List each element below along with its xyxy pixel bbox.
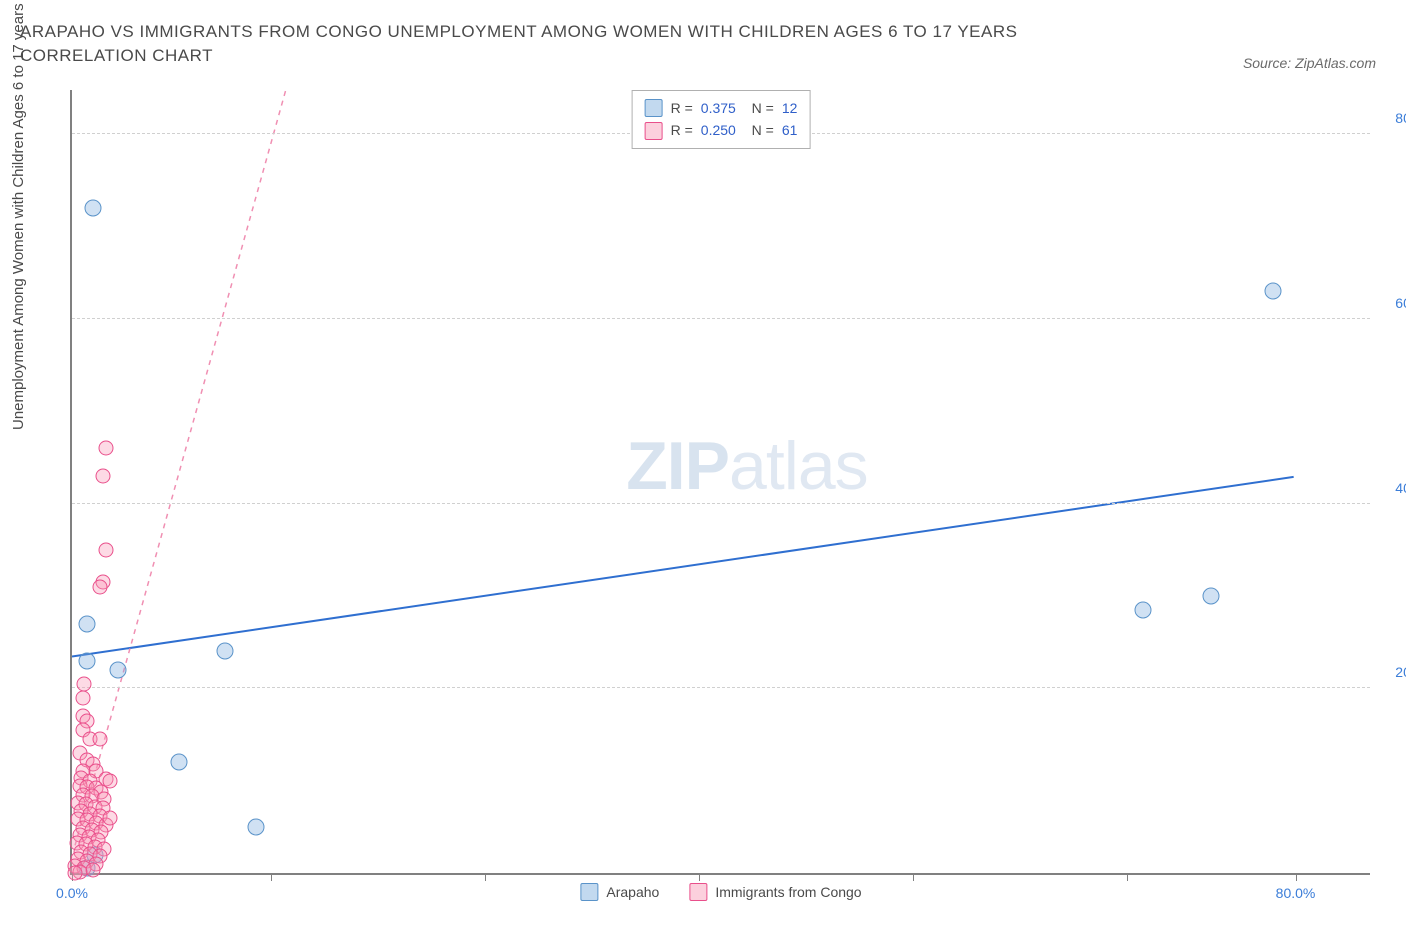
r-value-arapaho: 0.375	[701, 97, 736, 119]
swatch-pink	[689, 883, 707, 901]
trend-line	[75, 90, 286, 845]
legend-label-arapaho: Arapaho	[606, 884, 659, 900]
stat-label: R =	[671, 119, 693, 141]
scatter-point	[98, 542, 113, 557]
x-tick-label: 80.0%	[1276, 885, 1316, 901]
scatter-point	[1203, 587, 1220, 604]
legend-item: Immigrants from Congo	[689, 883, 861, 901]
scatter-point	[86, 863, 101, 878]
swatch-blue	[580, 883, 598, 901]
scatter-point	[95, 468, 110, 483]
scatter-point	[1264, 283, 1281, 300]
watermark-bold: ZIP	[626, 428, 729, 504]
legend-label-congo: Immigrants from Congo	[715, 884, 861, 900]
y-tick-label: 80.0%	[1375, 110, 1406, 126]
y-tick-label: 40.0%	[1375, 480, 1406, 496]
stat-label: N =	[744, 97, 774, 119]
scatter-point	[75, 690, 90, 705]
scatter-point	[109, 661, 126, 678]
legend-row: R = 0.375 N = 12	[645, 97, 798, 119]
legend-item: Arapaho	[580, 883, 659, 901]
gridline	[72, 503, 1370, 504]
scatter-point	[171, 754, 188, 771]
scatter-point	[247, 818, 264, 835]
scatter-point	[79, 615, 96, 632]
gridline	[72, 318, 1370, 319]
trend-line	[72, 477, 1294, 657]
scatter-point	[103, 810, 118, 825]
scatter-point	[77, 676, 92, 691]
swatch-pink	[645, 122, 663, 140]
r-value-congo: 0.250	[701, 119, 736, 141]
scatter-point	[216, 643, 233, 660]
gridline	[72, 687, 1370, 688]
scatter-point	[1134, 601, 1151, 618]
y-axis-label: Unemployment Among Women with Children A…	[10, 3, 27, 430]
x-tick-mark	[485, 873, 486, 881]
x-tick-mark	[271, 873, 272, 881]
scatter-point	[98, 441, 113, 456]
watermark: ZIPatlas	[626, 427, 867, 505]
x-tick-mark	[1296, 873, 1297, 881]
stat-label: R =	[671, 97, 693, 119]
scatter-plot-area: ZIPatlas R = 0.375 N = 12 R = 0.250 N = …	[70, 90, 1370, 875]
correlation-legend: R = 0.375 N = 12 R = 0.250 N = 61	[632, 90, 811, 149]
n-value-congo: 61	[782, 119, 798, 141]
x-tick-label: 0.0%	[56, 885, 88, 901]
series-legend: Arapaho Immigrants from Congo	[580, 883, 861, 901]
stat-label: N =	[744, 119, 774, 141]
legend-row: R = 0.250 N = 61	[645, 119, 798, 141]
scatter-point	[79, 652, 96, 669]
scatter-point	[92, 732, 107, 747]
n-value-arapaho: 12	[782, 97, 798, 119]
y-tick-label: 20.0%	[1375, 664, 1406, 680]
x-tick-mark	[913, 873, 914, 881]
y-tick-label: 60.0%	[1375, 295, 1406, 311]
watermark-light: atlas	[729, 428, 868, 504]
x-tick-mark	[1127, 873, 1128, 881]
scatter-point	[103, 773, 118, 788]
scatter-point	[85, 200, 102, 217]
swatch-blue	[645, 99, 663, 117]
source-attribution: Source: ZipAtlas.com	[1243, 55, 1376, 71]
scatter-point	[92, 579, 107, 594]
trend-lines-svg	[72, 90, 1370, 873]
x-tick-mark	[699, 873, 700, 881]
chart-title: ARAPAHO VS IMMIGRANTS FROM CONGO UNEMPLO…	[20, 20, 1130, 68]
scatter-point	[68, 866, 83, 881]
